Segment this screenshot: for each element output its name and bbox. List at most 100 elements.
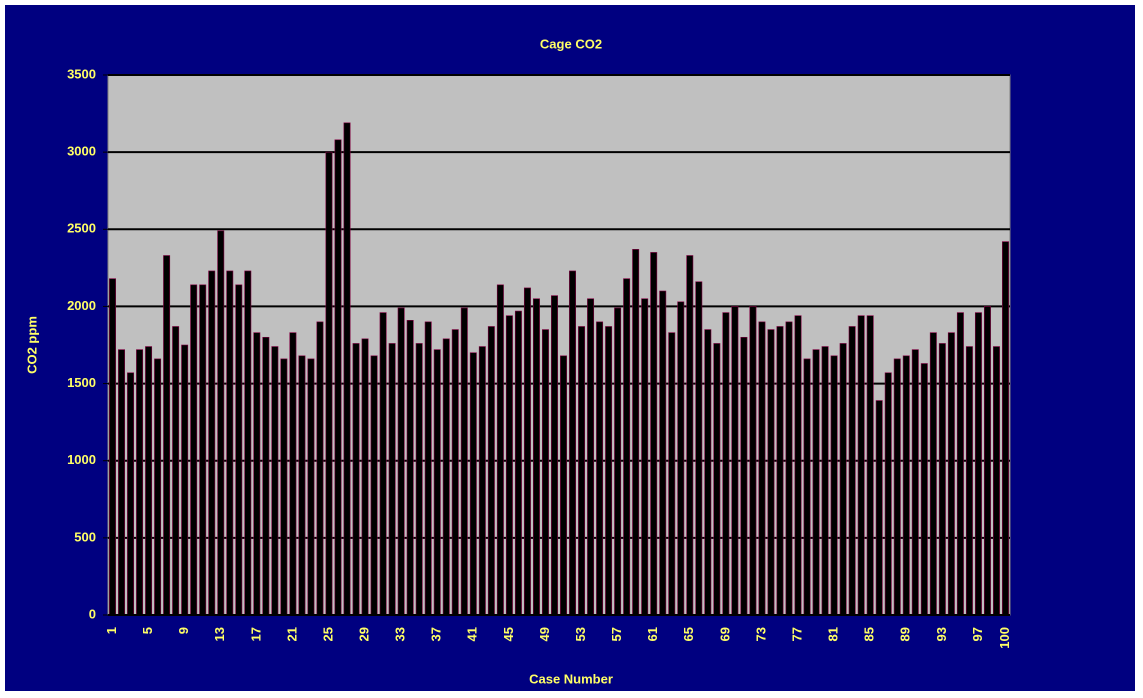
bar [569, 270, 576, 616]
bar [578, 326, 586, 616]
bar [947, 332, 955, 616]
y-tick-label: 3500 [67, 66, 96, 81]
y-tick-label: 0 [89, 606, 96, 621]
bar [866, 315, 874, 616]
x-tick-label: 5 [140, 627, 155, 634]
bar [830, 355, 838, 616]
x-tick-label: 53 [573, 627, 588, 641]
x-axis-label: Case Number [529, 671, 613, 686]
bar [848, 326, 856, 616]
bar [523, 287, 531, 616]
x-tick-label: 17 [248, 627, 263, 641]
x-tick-label: 85 [862, 627, 877, 641]
bar [614, 307, 622, 616]
bar [596, 321, 604, 616]
bar [226, 270, 234, 616]
bar [758, 321, 766, 616]
bar [442, 338, 450, 616]
bar [767, 329, 775, 616]
bar [514, 310, 522, 616]
bar [217, 230, 225, 616]
bar [551, 295, 558, 616]
bar [785, 321, 793, 616]
y-tick-label: 500 [74, 529, 96, 544]
bar [235, 284, 243, 616]
bar [749, 306, 757, 616]
bar [388, 343, 396, 616]
bar [262, 336, 270, 616]
bar [920, 363, 928, 616]
bar [352, 343, 360, 616]
y-axis-label: CO2 ppm [24, 316, 39, 374]
y-tick-label: 1500 [67, 375, 96, 390]
x-tick-label: 29 [357, 627, 372, 641]
bar [424, 321, 432, 616]
bar [460, 307, 468, 616]
bar [505, 315, 513, 616]
bar [271, 346, 279, 616]
x-tick-label: 73 [753, 627, 768, 641]
bar [542, 329, 549, 616]
bar [487, 326, 495, 616]
bar [397, 307, 405, 616]
x-tick-label: 69 [717, 627, 732, 641]
y-tick-label: 3000 [67, 144, 96, 159]
bar [803, 358, 811, 616]
plot-area [107, 74, 1011, 616]
bar [938, 343, 946, 616]
bar [325, 151, 333, 616]
bar [532, 298, 540, 616]
bar [370, 355, 378, 616]
bar [163, 255, 171, 616]
x-tick-label: 89 [898, 627, 913, 641]
bar [361, 338, 369, 616]
bar [415, 343, 423, 616]
x-tick-label: 25 [320, 627, 335, 641]
y-tick-label: 1000 [67, 452, 96, 467]
x-tick-label: 65 [681, 627, 696, 641]
bar [794, 315, 802, 616]
x-tick-label: 100 [997, 627, 1012, 649]
x-tick-label: 21 [284, 627, 299, 641]
bar [406, 320, 414, 616]
bar [587, 298, 595, 616]
bar [776, 326, 784, 616]
bar [190, 284, 198, 616]
bar [145, 346, 153, 616]
bar [199, 284, 207, 616]
bar [154, 358, 162, 616]
bar [668, 332, 676, 616]
bar [821, 346, 829, 616]
bar [965, 346, 973, 616]
bar [993, 346, 1000, 616]
bar [181, 344, 189, 616]
x-tick-label: 81 [826, 627, 841, 641]
bar [172, 326, 180, 616]
bar [496, 284, 504, 616]
bar [731, 306, 739, 616]
bar [334, 139, 342, 616]
bar [632, 249, 640, 616]
x-tick-label: 57 [609, 627, 624, 641]
bar [857, 315, 865, 616]
bar [641, 298, 649, 616]
bar [812, 349, 820, 616]
bar [677, 301, 685, 616]
bar [253, 332, 261, 616]
x-tick-label: 77 [789, 627, 804, 641]
bar [244, 270, 252, 616]
bar [884, 372, 892, 616]
bar [650, 252, 658, 616]
bar [379, 312, 387, 616]
y-tick-label: 2500 [67, 221, 96, 236]
x-tick-label: 13 [212, 627, 227, 641]
bar [911, 349, 919, 616]
x-tick-label: 93 [934, 627, 949, 641]
bar [695, 281, 703, 616]
bar [289, 332, 297, 616]
bar [478, 346, 486, 616]
bar [722, 312, 730, 616]
bar [983, 306, 991, 616]
